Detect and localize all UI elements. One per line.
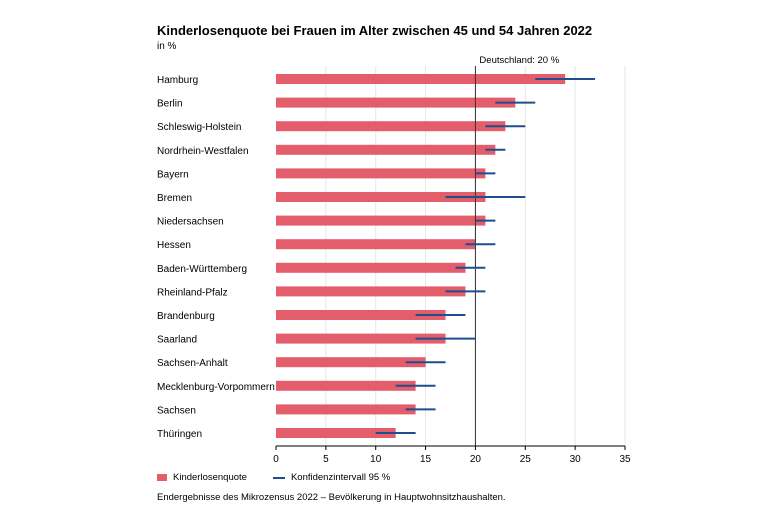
bar bbox=[276, 404, 416, 415]
category-label: Bremen bbox=[157, 193, 192, 204]
reference-line-label: Deutschland: 20 % bbox=[479, 55, 559, 66]
x-tick-label: 25 bbox=[520, 454, 532, 465]
bar bbox=[276, 215, 486, 226]
bar bbox=[276, 239, 476, 250]
category-label: Nordrhein-Westfalen bbox=[157, 146, 249, 157]
category-label: Hamburg bbox=[157, 75, 198, 86]
bar bbox=[276, 428, 396, 438]
category-label: Rheinland-Pfalz bbox=[157, 287, 228, 298]
bar bbox=[276, 192, 486, 202]
legend-label-bar: Kinderlosenquote bbox=[173, 472, 247, 483]
chart-plot: Hamburg Berlin Schleswig-Holstein Nordrhein… bbox=[157, 55, 631, 465]
category-label: Mecklenburg-Vorpommern bbox=[157, 382, 275, 393]
bar bbox=[276, 262, 466, 273]
x-tick-label: 30 bbox=[570, 454, 582, 465]
bar bbox=[276, 97, 516, 108]
category-label: Schleswig-Holstein bbox=[157, 122, 241, 133]
category-label: Brandenburg bbox=[157, 311, 215, 322]
legend-swatch-ci bbox=[272, 476, 285, 479]
legend-label-ci: Konfidenzintervall 95 % bbox=[290, 472, 391, 483]
footnote: Endergebnisse des Mikrozensus 2022 – Bev… bbox=[157, 492, 506, 503]
bar bbox=[276, 357, 426, 368]
legend-item-ci: Konfidenzintervall 95 % bbox=[272, 472, 391, 483]
category-label: Berlin bbox=[157, 99, 183, 110]
category-label: Thüringen bbox=[157, 429, 202, 440]
legend: Kinderlosenquote Konfidenzintervall 95 % bbox=[157, 472, 416, 483]
bar bbox=[276, 121, 506, 132]
chart-subtitle: in % bbox=[157, 41, 177, 52]
legend-swatch-bar bbox=[157, 474, 167, 481]
bar bbox=[276, 74, 566, 84]
bar bbox=[276, 310, 446, 320]
category-label: Sachsen-Anhalt bbox=[157, 358, 228, 369]
x-tick-label: 5 bbox=[323, 454, 329, 465]
legend-item-bar: Kinderlosenquote bbox=[157, 472, 247, 483]
category-label: Sachsen bbox=[157, 405, 196, 416]
category-label: Saarland bbox=[157, 335, 197, 346]
bar bbox=[276, 286, 466, 297]
chart-title: Kinderlosenquote bei Frauen im Alter zwi… bbox=[157, 23, 593, 38]
bar bbox=[276, 168, 486, 179]
x-tick-label: 0 bbox=[273, 454, 279, 465]
category-label: Baden-Württemberg bbox=[157, 264, 247, 275]
category-label: Niedersachsen bbox=[157, 217, 224, 228]
bar bbox=[276, 380, 416, 391]
x-tick-label: 35 bbox=[619, 454, 631, 465]
bar bbox=[276, 144, 496, 155]
x-tick-label: 20 bbox=[470, 454, 482, 465]
category-label: Hessen bbox=[157, 240, 191, 251]
x-tick-label: 15 bbox=[420, 454, 432, 465]
x-tick-label: 10 bbox=[370, 454, 382, 465]
category-label: Bayern bbox=[157, 169, 189, 180]
bar bbox=[276, 333, 446, 344]
